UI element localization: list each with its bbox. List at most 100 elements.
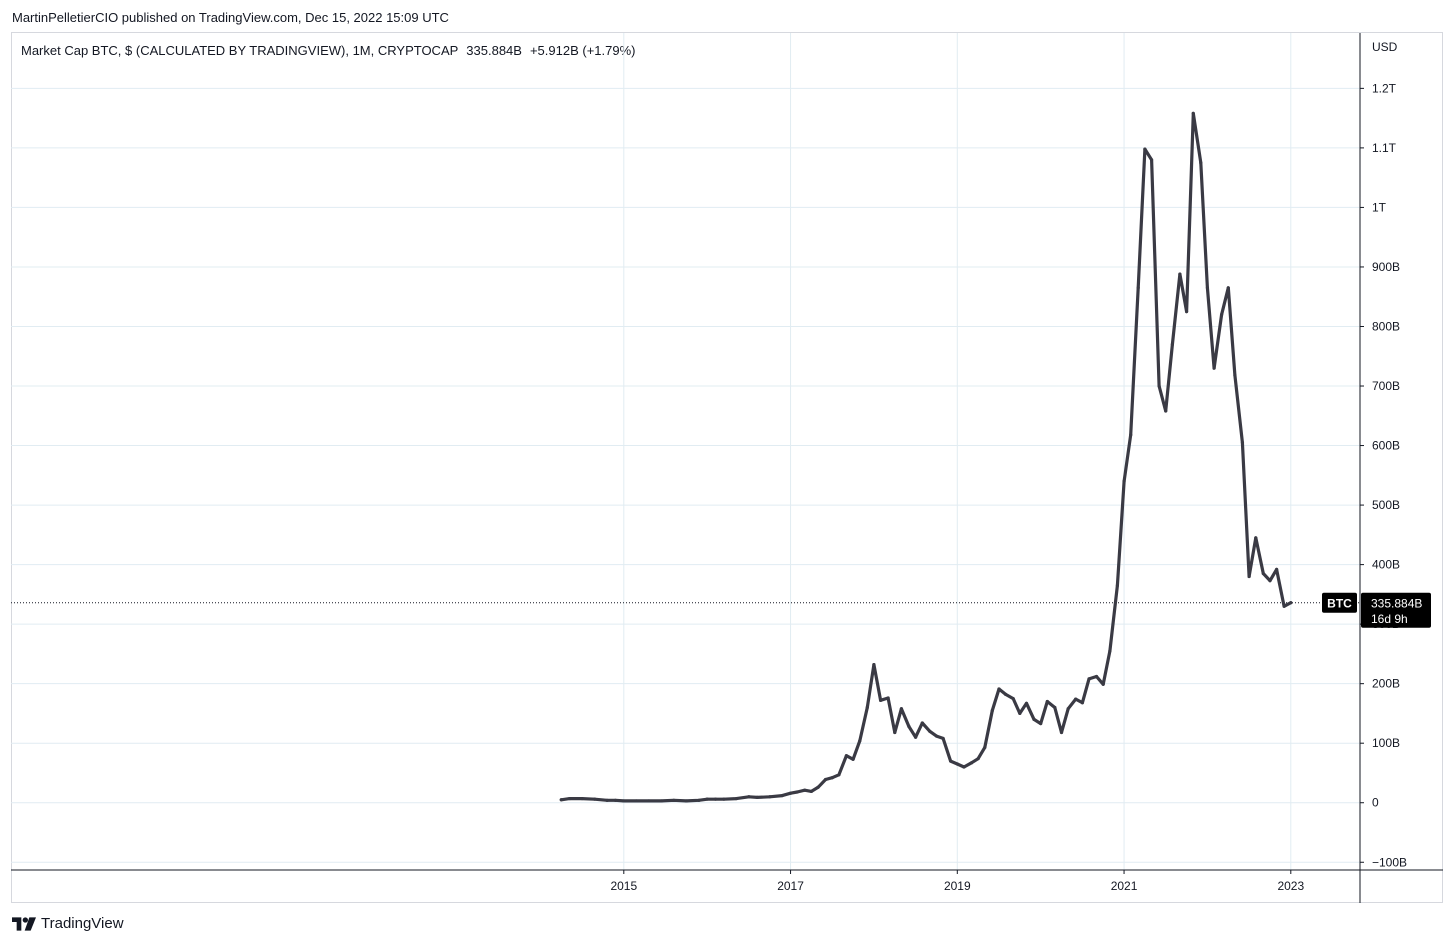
time-tick-label: 2015	[610, 879, 637, 893]
btc-data-point	[1115, 583, 1119, 588]
btc-data-point	[568, 796, 572, 801]
btc-data-point	[780, 793, 784, 798]
btc-data-point	[1039, 721, 1043, 726]
btc-data-point	[872, 663, 876, 667]
time-tick-label: 2019	[944, 879, 971, 893]
btc-data-point	[580, 796, 584, 801]
btc-data-point	[672, 798, 676, 802]
btc-data-point	[976, 757, 980, 761]
time-tick-label: 2021	[1111, 879, 1138, 893]
btc-data-point	[983, 745, 987, 749]
btc-data-point	[684, 799, 688, 803]
btc-data-point	[713, 797, 718, 801]
btc-data-point	[697, 798, 701, 802]
value-tag-bg	[1361, 592, 1431, 628]
chart-frame	[11, 32, 1443, 903]
btc-data-point	[851, 757, 855, 761]
price-tick-label: 500B	[1372, 498, 1400, 512]
btc-data-point	[1254, 536, 1258, 540]
btc-data-point	[886, 696, 890, 700]
btc-data-point	[1247, 574, 1251, 579]
btc-data-point	[1045, 699, 1049, 704]
value-tag-value: 335.884B	[1371, 596, 1422, 610]
price-tick-label: 800B	[1372, 319, 1400, 333]
legend-change: +5.912B (+1.79%)	[529, 43, 636, 58]
symbol-tag-text: BTC	[1327, 596, 1352, 610]
btc-data-point	[1261, 571, 1265, 576]
btc-data-point	[1143, 147, 1147, 151]
btc-data-point	[830, 776, 834, 780]
btc-data-point	[858, 739, 862, 743]
btc-data-point	[1233, 373, 1237, 377]
btc-data-point	[1282, 604, 1286, 608]
btc-data-point	[1226, 286, 1230, 290]
btc-data-point	[878, 698, 883, 702]
btc-data-point	[755, 795, 759, 799]
legend-symbol-text: Market Cap BTC, $ (CALCULATED BY TRADING…	[21, 43, 459, 58]
series-legend: Market Cap BTC, $ (CALCULATED BY TRADING…	[21, 43, 636, 58]
btc-data-point	[1094, 674, 1099, 679]
symbol-tag-bg	[1322, 592, 1357, 613]
grid-lines	[11, 33, 1360, 870]
btc-data-point	[1011, 696, 1015, 701]
btc-data-point	[1219, 312, 1224, 317]
btc-data-point	[1066, 707, 1070, 711]
btc-series-points	[559, 111, 1293, 803]
price-tick-label: 600B	[1372, 439, 1400, 453]
price-tick-label: 1.1T	[1372, 141, 1397, 155]
btc-data-point	[941, 736, 945, 741]
price-tick-label: 0	[1372, 796, 1379, 810]
btc-data-point	[1199, 161, 1203, 165]
btc-data-point	[893, 730, 897, 735]
btc-data-point	[809, 789, 813, 794]
btc-data-point	[1101, 682, 1105, 686]
btc-data-point	[1268, 579, 1272, 583]
btc-data-point	[1275, 567, 1279, 571]
btc-data-point	[1212, 366, 1216, 370]
btc-data-point	[997, 687, 1001, 691]
btc-series-line	[559, 111, 1293, 803]
btc-data-point	[1157, 384, 1161, 388]
btc-data-point	[1164, 409, 1168, 413]
btc-data-point	[969, 761, 974, 765]
btc-data-point	[1024, 701, 1029, 705]
btc-data-point	[788, 791, 793, 795]
btc-data-point	[659, 799, 663, 803]
price-tick-label: 700B	[1372, 379, 1400, 393]
btc-data-point	[1170, 342, 1175, 346]
price-axis-unit: USD	[1372, 40, 1398, 54]
btc-data-point	[647, 799, 651, 803]
btc-data-point	[1149, 158, 1154, 162]
btc-data-point	[1184, 310, 1189, 314]
btc-data-point	[823, 777, 828, 782]
btc-data-point	[1080, 701, 1084, 705]
btc-data-point	[1136, 286, 1140, 290]
btc-data-point	[920, 721, 924, 725]
tradingview-logo[interactable]: TradingView	[12, 915, 124, 932]
btc-data-point	[1289, 601, 1293, 605]
value-tag-countdown: 16d 9h	[1371, 612, 1408, 626]
btc-data-point	[914, 735, 918, 739]
price-tick-label: 400B	[1372, 558, 1400, 572]
btc-data-point	[722, 797, 726, 801]
btc-data-point	[1032, 717, 1036, 721]
tradingview-logo-icon	[12, 916, 36, 931]
time-tick-label: 2023	[1277, 879, 1304, 893]
btc-data-point	[1129, 433, 1133, 437]
price-axis-ticks: −100B0100B200B300B400B500B600B700B800B90…	[1360, 81, 1407, 869]
btc-data-point	[559, 798, 563, 802]
price-tick-label: 200B	[1372, 677, 1400, 691]
btc-data-point	[622, 799, 626, 803]
btc-data-point	[949, 759, 953, 763]
time-axis-ticks: 2015 2017 2019 2021 2023	[610, 870, 1304, 893]
btc-data-point	[816, 785, 820, 789]
tradingview-brand: TradingView	[41, 915, 124, 932]
price-tick-label: 1.2T	[1372, 81, 1397, 95]
btc-data-point	[934, 734, 939, 738]
btc-data-point	[1122, 479, 1126, 483]
legend-last-value: 335.884B	[466, 43, 522, 58]
btc-data-point	[1074, 697, 1078, 701]
btc-data-point	[1240, 440, 1245, 445]
price-tick-label: 1T	[1372, 200, 1387, 214]
